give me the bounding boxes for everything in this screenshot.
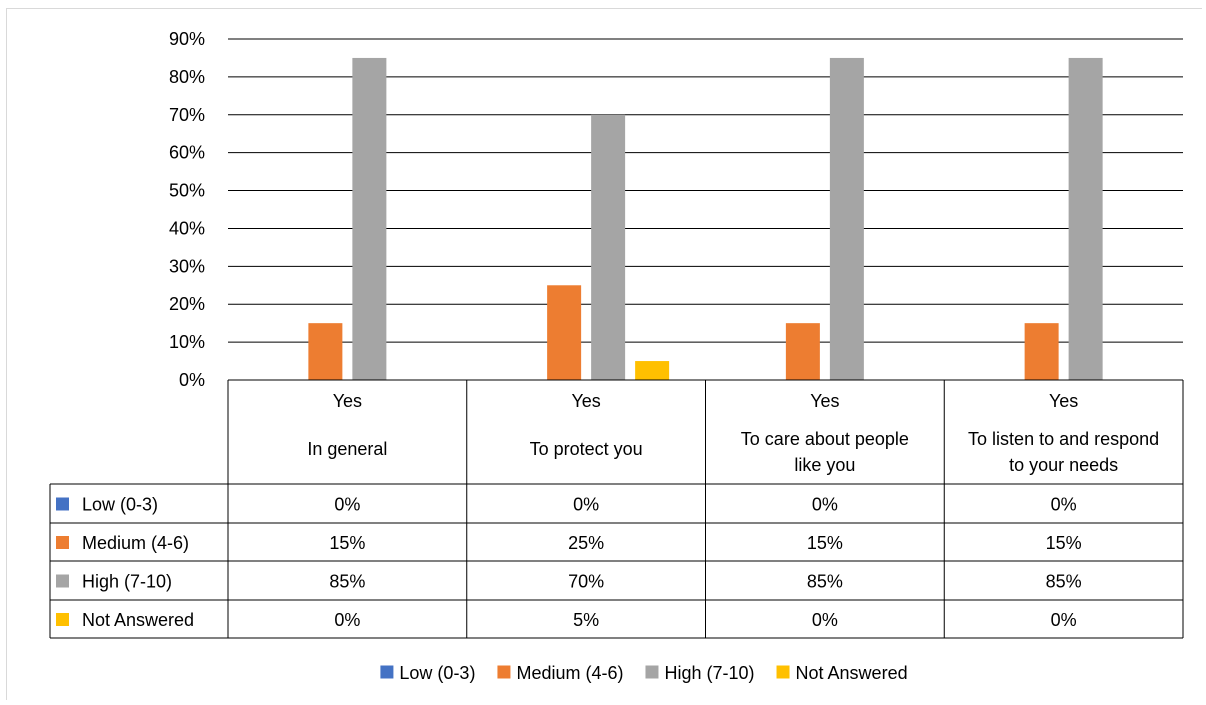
- table-value: 15%: [807, 533, 843, 553]
- table-value: 85%: [1046, 572, 1082, 592]
- legend-key: [380, 665, 394, 679]
- category-header: Yes: [333, 391, 362, 411]
- legend-key: [645, 665, 659, 679]
- y-tick-label: 70%: [169, 105, 205, 125]
- table-series-label: Low (0-3): [82, 495, 158, 515]
- table-value: 25%: [568, 533, 604, 553]
- table-value: 0%: [334, 495, 360, 515]
- category-header: Yes: [571, 391, 600, 411]
- table-series-label: Medium (4-6): [82, 533, 189, 553]
- y-axis: 0% 10% 20% 30% 40% 50% 60% 70% 80% 90%: [169, 29, 205, 390]
- legend-label: Low (0-3): [399, 663, 475, 683]
- table-value: 15%: [1046, 533, 1082, 553]
- category-label: to your needs: [1009, 455, 1118, 475]
- y-tick-label: 90%: [169, 29, 205, 49]
- table-value: 0%: [334, 610, 360, 630]
- table-value: 0%: [573, 495, 599, 515]
- table-legend-key: [56, 613, 69, 626]
- y-tick-label: 10%: [169, 332, 205, 352]
- chart-frame: [6, 8, 1202, 700]
- bar: [352, 57, 387, 380]
- table-value: 0%: [812, 495, 838, 515]
- y-tick-label: 80%: [169, 67, 205, 87]
- category-label: To care about people: [741, 429, 909, 449]
- table-value: 5%: [573, 610, 599, 630]
- table-value: 15%: [329, 533, 365, 553]
- table-legend-key: [56, 536, 69, 549]
- table-value: 85%: [807, 572, 843, 592]
- legend-item: Not Answered: [776, 663, 908, 683]
- category-header: Yes: [810, 391, 839, 411]
- data-table: Yes In general Yes To protect you Yes To care…: [49, 379, 1184, 639]
- legend-item: Low (0-3): [380, 663, 475, 683]
- gridlines: [228, 38, 1183, 343]
- legend-item: High (7-10): [645, 663, 755, 683]
- bar: [829, 57, 864, 380]
- y-tick-label: 40%: [169, 218, 205, 238]
- bar: [591, 114, 626, 381]
- bars: [308, 57, 1103, 381]
- bar: [1024, 323, 1059, 380]
- legend-item: Medium (4-6): [497, 663, 623, 683]
- legend-label: Medium (4-6): [516, 663, 623, 683]
- table-value: 85%: [329, 572, 365, 592]
- table-value: 0%: [1051, 610, 1077, 630]
- legend-label: High (7-10): [664, 663, 754, 683]
- y-tick-label: 0%: [179, 370, 205, 390]
- bar: [635, 361, 670, 380]
- bar: [547, 285, 582, 380]
- category-header: Yes: [1049, 391, 1078, 411]
- bar: [1068, 57, 1103, 380]
- category-label: To protect you: [530, 439, 643, 459]
- legend: Low (0-3) Medium (4-6) High (7-10) Not Answ…: [380, 663, 908, 683]
- table-series-label: High (7-10): [82, 572, 172, 592]
- y-tick-label: 30%: [169, 256, 205, 276]
- bar: [785, 323, 820, 380]
- category-label: like you: [794, 455, 855, 475]
- table-series-label: Not Answered: [82, 610, 194, 630]
- table-value: 0%: [1051, 495, 1077, 515]
- legend-key: [776, 665, 790, 679]
- table-value: 0%: [812, 610, 838, 630]
- y-tick-label: 50%: [169, 181, 205, 201]
- table-legend-key: [56, 574, 69, 588]
- bar: [308, 323, 343, 380]
- y-tick-label: 20%: [169, 294, 205, 314]
- category-label: To listen to and respond: [968, 429, 1159, 449]
- legend-label: Not Answered: [796, 663, 908, 683]
- y-tick-label: 60%: [169, 143, 205, 163]
- category-label: In general: [307, 439, 387, 459]
- table-value: 70%: [568, 572, 604, 592]
- legend-key: [497, 665, 511, 679]
- table-legend-key: [56, 497, 69, 511]
